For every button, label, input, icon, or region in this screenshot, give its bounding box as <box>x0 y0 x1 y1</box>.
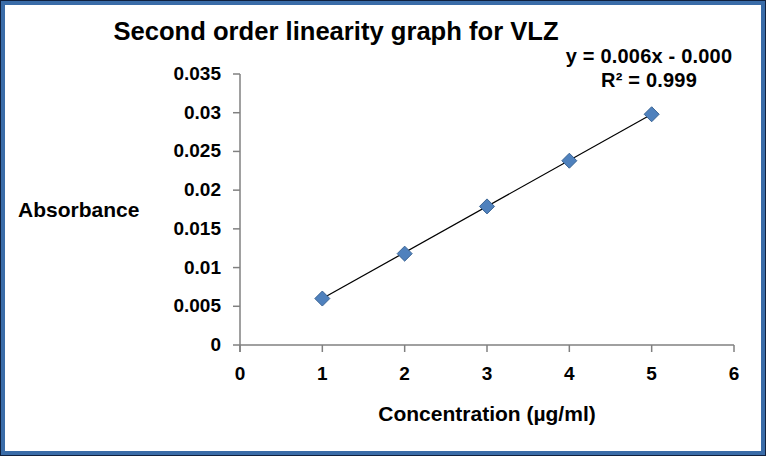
x-tick-label: 0 <box>210 363 270 385</box>
x-tick-label: 5 <box>622 363 682 385</box>
y-tick-label: 0.005 <box>173 295 221 317</box>
data-point-marker <box>562 153 577 168</box>
y-tick-label: 0.01 <box>184 257 221 279</box>
y-tick-label: 0.02 <box>184 179 221 201</box>
y-tick-label: 0.015 <box>173 218 221 240</box>
x-tick-label: 6 <box>704 363 764 385</box>
x-tick-label: 4 <box>539 363 599 385</box>
data-point-marker <box>315 291 330 306</box>
y-tick-label: 0 <box>210 334 221 356</box>
y-tick-label: 0.03 <box>184 102 221 124</box>
x-tick-label: 1 <box>292 363 352 385</box>
data-point-marker <box>644 107 659 122</box>
y-tick-label: 0.025 <box>173 140 221 162</box>
data-point-marker <box>397 246 412 261</box>
y-tick-label: 0.035 <box>173 63 221 85</box>
chart-page: Second order linearity graph for VLZ y =… <box>0 0 766 456</box>
data-point-marker <box>480 199 495 214</box>
x-tick-label: 2 <box>375 363 435 385</box>
x-tick-label: 3 <box>457 363 517 385</box>
plot-area <box>0 0 766 456</box>
